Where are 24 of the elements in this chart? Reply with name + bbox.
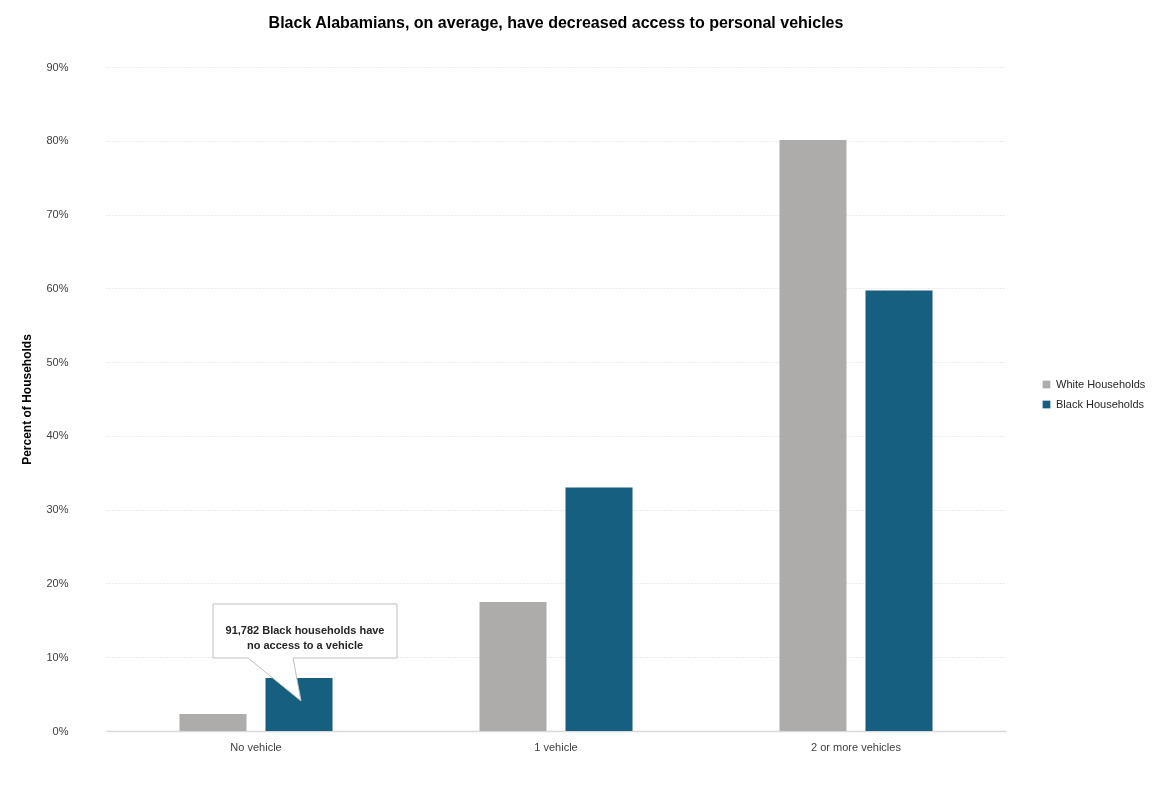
- y-tick-label: 90%: [46, 60, 69, 73]
- bar: [479, 601, 547, 731]
- bar: [565, 487, 633, 731]
- y-axis-title: Percent of Households: [20, 333, 35, 465]
- bar: [265, 677, 333, 731]
- legend-label: White Households: [1056, 377, 1146, 390]
- y-tick-label: 30%: [46, 503, 69, 516]
- y-tick-label: 40%: [46, 429, 69, 442]
- y-tick-label: 80%: [46, 134, 69, 147]
- x-tick-label: 2 or more vehicles: [811, 740, 902, 753]
- x-tick-label: No vehicle: [230, 740, 282, 753]
- chart-title: Black Alabamians, on average, have decreased access to personal vehicles: [268, 14, 844, 31]
- x-tick-label: 1 vehicle: [534, 740, 578, 753]
- legend-label: Black Households: [1056, 397, 1145, 410]
- bar: [179, 714, 247, 731]
- y-tick-label: 70%: [46, 208, 69, 221]
- bar: [779, 140, 847, 731]
- y-tick-label: 60%: [46, 281, 69, 294]
- y-tick-label: 50%: [46, 355, 69, 368]
- bar: [865, 290, 933, 731]
- y-tick-label: 20%: [46, 576, 69, 589]
- y-tick-label: 10%: [46, 650, 69, 663]
- annotation: 91,782 Black households have no access to a vehicle: [225, 624, 385, 651]
- y-tick-label: 0%: [52, 724, 69, 737]
